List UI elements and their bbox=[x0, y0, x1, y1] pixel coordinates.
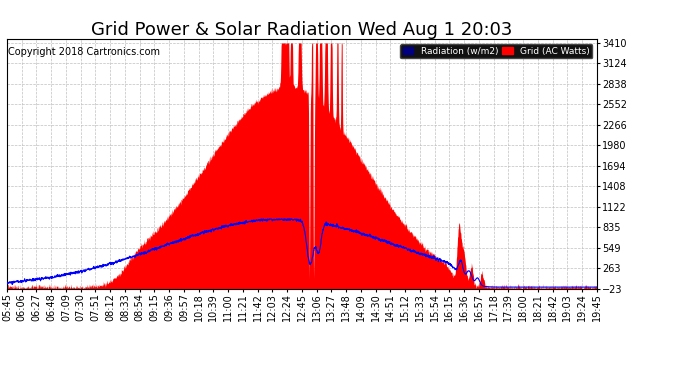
Title: Grid Power & Solar Radiation Wed Aug 1 20:03: Grid Power & Solar Radiation Wed Aug 1 2… bbox=[91, 21, 513, 39]
Legend: Radiation (w/m2), Grid (AC Watts): Radiation (w/m2), Grid (AC Watts) bbox=[400, 44, 592, 58]
Text: Copyright 2018 Cartronics.com: Copyright 2018 Cartronics.com bbox=[8, 47, 160, 57]
